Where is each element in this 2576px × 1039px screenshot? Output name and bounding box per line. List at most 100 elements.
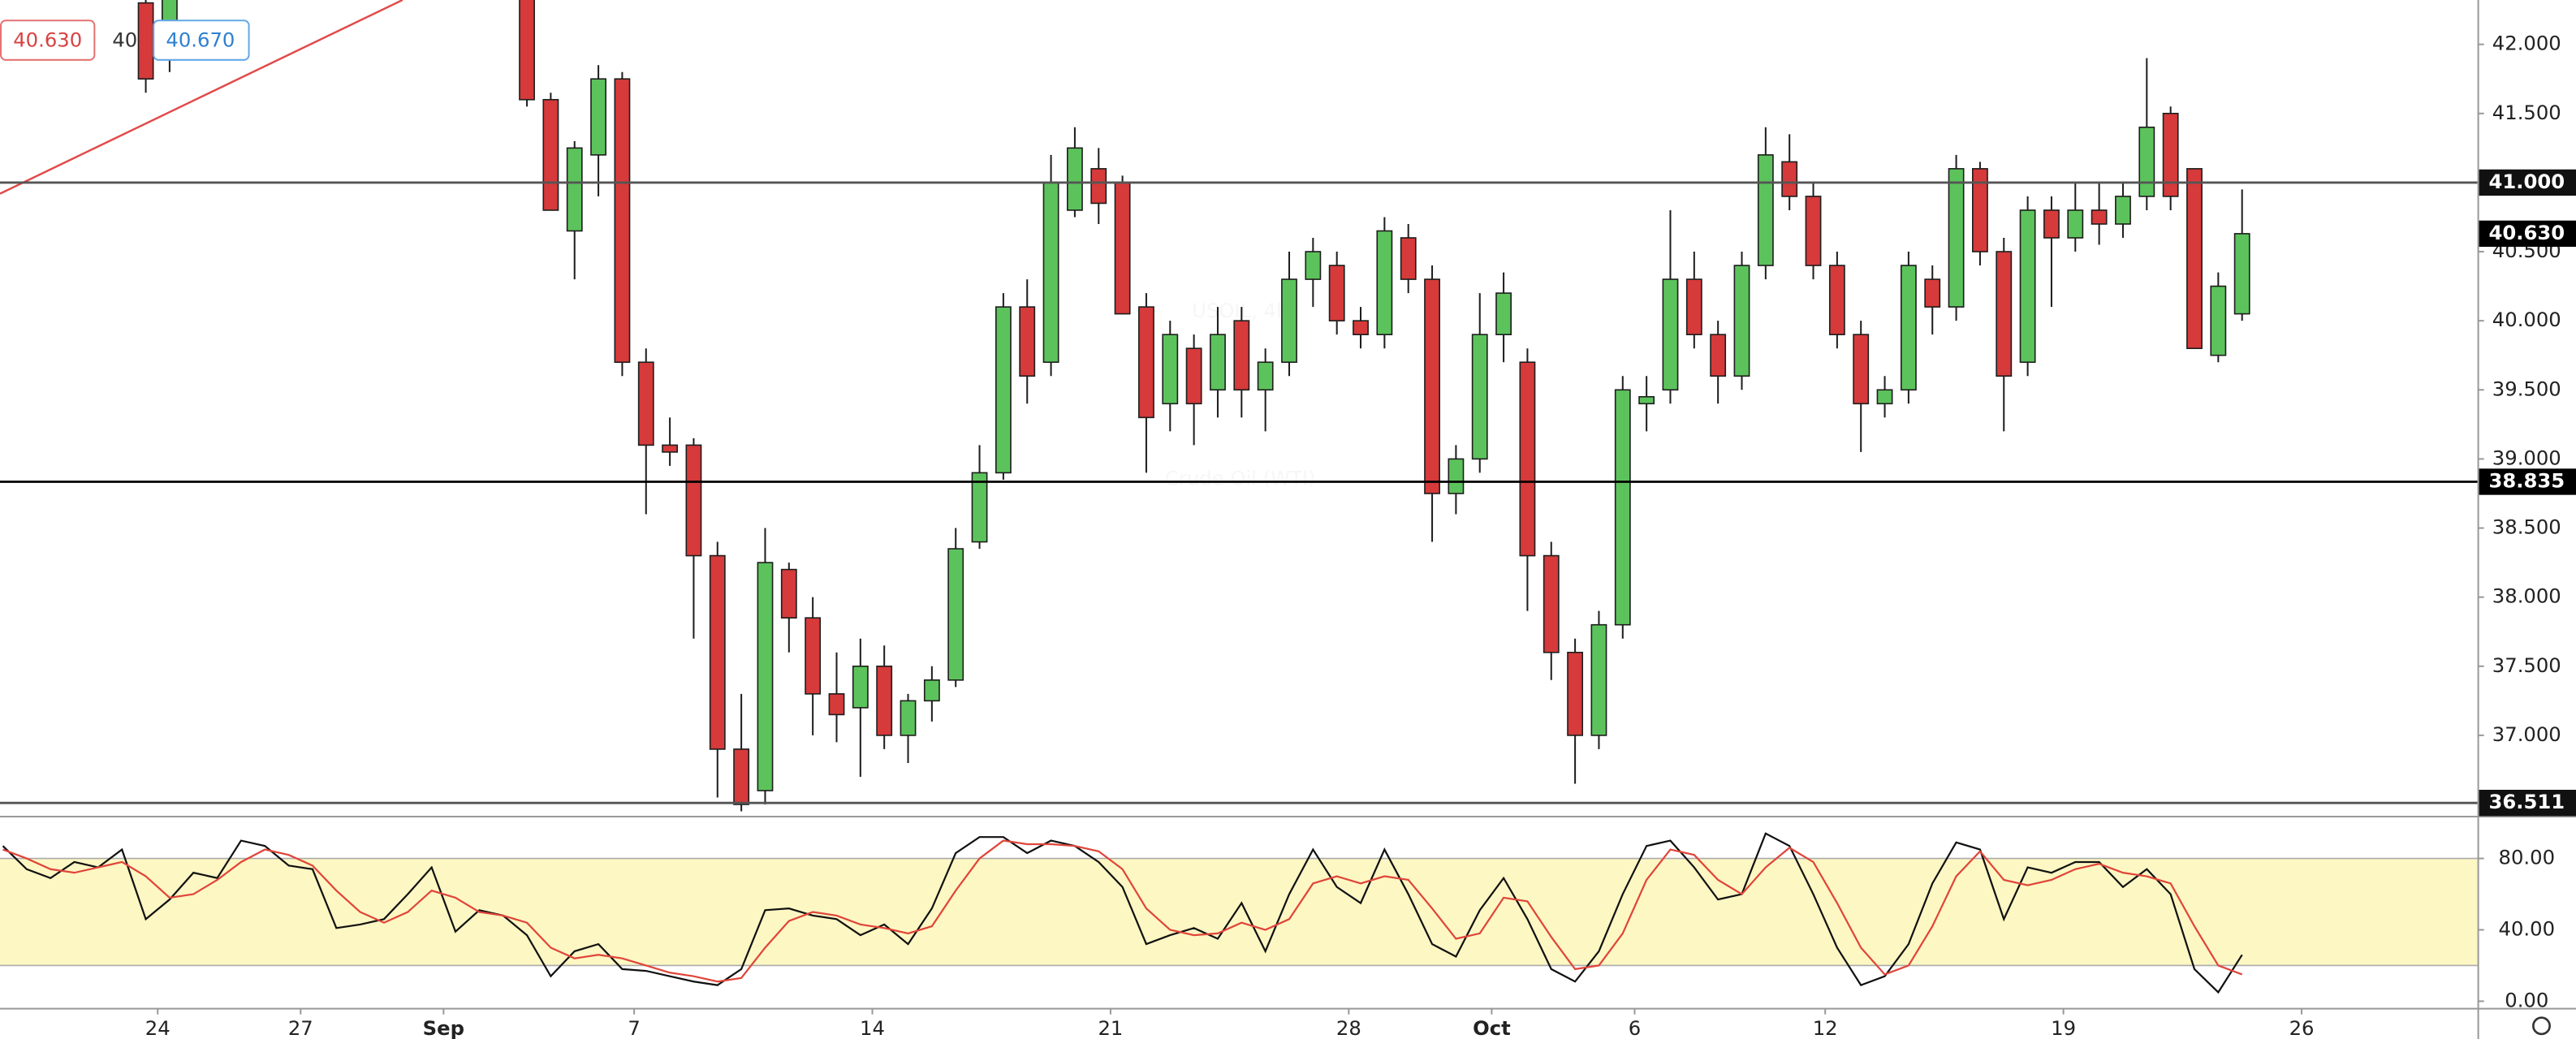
x-tick-label: Oct [1473, 1016, 1511, 1039]
sell-box[interactable] [0, 19, 96, 61]
y-tick-label: 38.500 [2492, 515, 2561, 539]
level-tag-label: 41.000 [2488, 170, 2565, 193]
candle-body [947, 548, 964, 681]
sell-price[interactable]: 40.630 [13, 28, 82, 52]
buy-box[interactable] [153, 19, 250, 61]
candle-body [614, 78, 631, 364]
candle-body [1805, 196, 1822, 266]
level-tag [2479, 468, 2576, 495]
gear-icon[interactable] [2532, 1016, 2551, 1036]
buy-price[interactable]: 40.670 [166, 28, 235, 52]
candle-body [780, 568, 797, 619]
candle-body [1662, 278, 1679, 391]
y-tick-label: 40.000 [2492, 308, 2561, 331]
candle-body [1162, 334, 1179, 405]
x-tick-label: 12 [1813, 1016, 1838, 1039]
trend-line [0, 0, 403, 195]
level-tag [2479, 169, 2576, 196]
candle-body [1471, 334, 1488, 460]
candle-body [1828, 265, 1845, 335]
y-tick-label: 37.500 [2492, 653, 2561, 677]
candle-body [1781, 161, 1798, 197]
last-price-tag [2479, 220, 2576, 248]
candle-body [1853, 334, 1870, 405]
candle-body [1900, 265, 1917, 391]
y-tick-label: 40.00 [2499, 917, 2555, 941]
last-price-label: 40.630 [2488, 221, 2565, 244]
x-tick-label: Sep [423, 1016, 464, 1039]
candle-body [137, 2, 154, 80]
candle-body [876, 665, 893, 736]
y-tick-label: 0.00 [2505, 988, 2548, 1011]
candle-body [1519, 361, 1536, 557]
candle-body [1305, 251, 1322, 280]
candle-body [1448, 458, 1465, 494]
x-tick-label: 28 [1336, 1016, 1361, 1039]
candle-body [1067, 147, 1083, 211]
candle-body [1090, 168, 1107, 205]
y-tick-label: 37.000 [2492, 722, 2561, 746]
y-tick-label: 38.000 [2492, 584, 2561, 608]
candle-body [1710, 334, 1727, 377]
candle-body [1376, 230, 1393, 335]
candle-body [1210, 334, 1226, 391]
candle-body [733, 748, 750, 805]
candle-body [1424, 278, 1440, 494]
candle-body [685, 444, 702, 557]
level-tag-label: 38.835 [2488, 469, 2565, 493]
y-tick-label: 42.000 [2492, 32, 2561, 55]
candle-body [852, 665, 869, 709]
settings-gear[interactable] [2532, 1016, 2551, 1036]
level-tag-label: 36.511 [2488, 790, 2565, 813]
header-overlay: 40.630 40 40.670 [0, 19, 250, 61]
candle-body [1543, 554, 1560, 653]
candle-body [2091, 209, 2108, 225]
x-tick-label: 27 [288, 1016, 313, 1039]
candle-body [2233, 233, 2250, 315]
x-tick-label: 26 [2289, 1016, 2315, 1039]
x-tick-label: 7 [628, 1016, 640, 1039]
x-tick-label: 19 [2051, 1016, 2076, 1039]
y-tick-label: 39.000 [2492, 446, 2561, 469]
candle-body [1948, 168, 1965, 308]
candle-body [1996, 251, 2013, 377]
axis-layer: 37.000 37.500 38.000 38.500 39.000 39.500 40.0… [145, 32, 2576, 1039]
candle-body [923, 679, 940, 702]
candle-body [1614, 389, 1631, 626]
candle-body [1353, 320, 1369, 335]
stoch-line [2, 839, 2243, 983]
candle-body [900, 700, 917, 736]
candle-body [1257, 361, 1274, 391]
spread: 40 [112, 28, 137, 52]
y-tick-label: 41.500 [2492, 101, 2561, 124]
candle-body [2162, 112, 2179, 197]
candle-body [1757, 154, 1774, 266]
candle-body [1400, 237, 1417, 280]
candle-body [828, 693, 845, 716]
level-tag [2479, 789, 2576, 817]
stochastic-pane [2, 832, 2243, 994]
candle-body [2115, 196, 2131, 225]
candle-body [1328, 265, 1345, 321]
candle-body [1019, 306, 1036, 377]
candle-body [590, 78, 606, 156]
candle-body [1138, 306, 1154, 419]
stoch-band [0, 858, 2478, 966]
candle-body [1972, 168, 1988, 252]
candle-body [1733, 265, 1750, 377]
x-tick-label: 14 [860, 1016, 885, 1039]
x-tick-label: 6 [1629, 1016, 1641, 1039]
candle-body [2043, 209, 2060, 239]
stoch-line [2, 832, 2243, 994]
x-tick-label: 24 [145, 1016, 170, 1039]
candle-body [805, 617, 822, 695]
candle-body [709, 554, 726, 750]
candle-body [971, 472, 988, 543]
candle-body [1185, 347, 1202, 405]
candle-body [1495, 292, 1512, 335]
watermark: USOIL, 4h [1192, 299, 1288, 322]
candle-body [1876, 389, 1893, 405]
candle-body [1233, 320, 1250, 391]
